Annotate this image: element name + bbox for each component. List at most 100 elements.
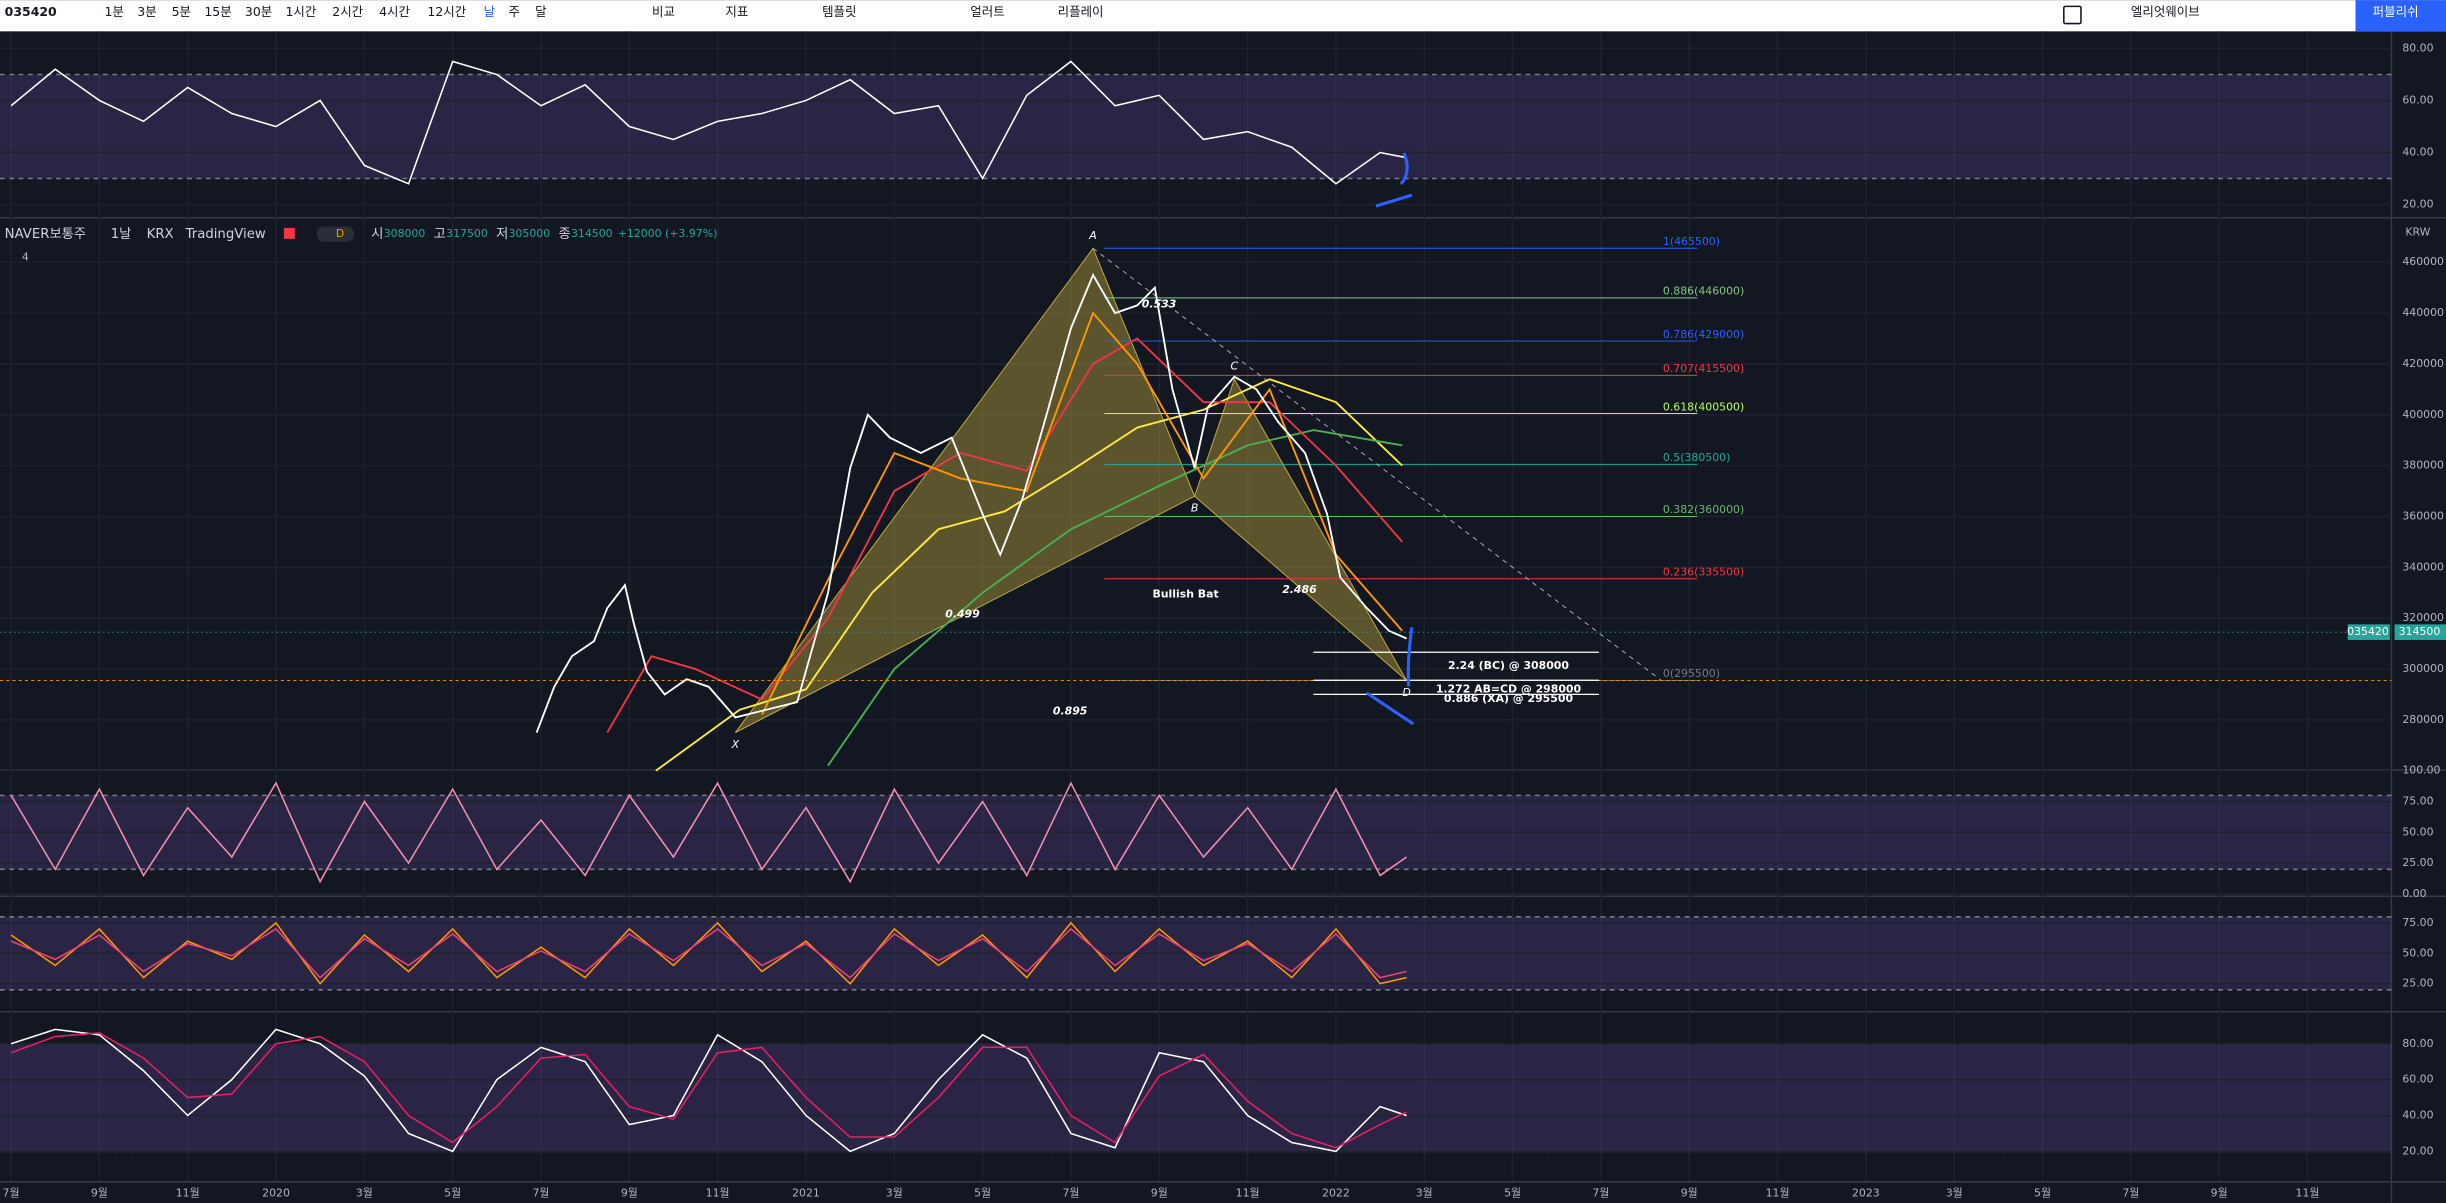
- price-tag: [2394, 624, 2446, 640]
- interval[interactable]: 3분: [137, 4, 156, 19]
- x-tick-label: 11월: [176, 1187, 200, 1200]
- interval[interactable]: 4시간: [379, 4, 410, 19]
- x-tick-label: 5월: [444, 1187, 461, 1200]
- x-tick-label: 5월: [2034, 1187, 2051, 1200]
- ohlc-label: 저: [496, 226, 508, 242]
- y-tick-label: 20.00: [2402, 1144, 2433, 1157]
- x-tick-label: 11월: [1236, 1187, 1260, 1200]
- fib-label: 0(295500): [1663, 667, 1720, 680]
- checkbox[interactable]: [2063, 5, 2082, 25]
- ohlc-value: 305000: [509, 227, 551, 240]
- ratio-label: 0.895: [1053, 704, 1088, 717]
- toolbar-button[interactable]: 얼러트: [970, 4, 1004, 19]
- pattern-triangle: [1194, 378, 1408, 681]
- ohlc-value: 308000: [384, 227, 426, 240]
- currency[interactable]: KRW: [2405, 226, 2430, 239]
- y-tick-label: 420000: [2402, 357, 2444, 370]
- pattern-point: D: [1402, 686, 1410, 699]
- indicator-count[interactable]: 4: [22, 251, 29, 264]
- target-label: 1.272 AB=CD @ 298000: [1436, 683, 1582, 696]
- symbol-tag-label: 035420: [2347, 625, 2389, 638]
- plot-layer: [0, 60, 2392, 1153]
- pattern-point: X: [731, 738, 740, 751]
- publish[interactable]: 퍼블리쉬: [2373, 4, 2419, 19]
- moving-average: [655, 378, 1403, 772]
- moving-average: [761, 311, 1403, 716]
- x-tick-label: 11월: [1766, 1187, 1790, 1200]
- price-tag-label: 314500: [2399, 625, 2441, 638]
- toolbar-button[interactable]: 템플릿: [822, 4, 856, 19]
- fib-label: 0.886(446000): [1663, 285, 1744, 298]
- y-tick-label: 460000: [2402, 255, 2444, 268]
- legend-interval: 1날: [111, 226, 132, 242]
- oscillator-line: [10, 927, 1407, 979]
- fib-label: 0.382(360000): [1663, 503, 1744, 516]
- y-tick-label: 80.00: [2402, 1037, 2433, 1050]
- interval[interactable]: 12시간: [427, 4, 466, 19]
- publish-button-bg[interactable]: [2355, 0, 2446, 32]
- legend-source: TradingView: [185, 227, 266, 242]
- pattern-title: Bullish Bat: [1152, 587, 1218, 600]
- symbol[interactable]: 035420: [5, 4, 57, 19]
- interval[interactable]: 달: [535, 4, 547, 19]
- interval[interactable]: 5분: [172, 4, 191, 19]
- y-tick-label: 280000: [2402, 713, 2444, 726]
- y-tick-label: 75.00: [2402, 916, 2433, 929]
- badge-bg: [316, 226, 355, 242]
- y-tick-label: 60.00: [2402, 93, 2433, 106]
- interval[interactable]: 주: [509, 4, 520, 19]
- elliott-wave[interactable]: 엘리엇웨이브: [2131, 4, 2200, 19]
- ohlc-label: 고: [434, 227, 446, 242]
- interval[interactable]: 1분: [105, 4, 124, 19]
- pattern-point: C: [1231, 360, 1239, 373]
- toolbar-button[interactable]: 비교: [652, 4, 675, 19]
- price-line: [535, 272, 1407, 733]
- x-tick-label: 9월: [2211, 1187, 2228, 1200]
- y-tick-label: 400000: [2402, 408, 2444, 421]
- x-tick-label: 9월: [621, 1187, 638, 1200]
- toolbar: [0, 0, 2446, 32]
- y-tick-label: 50.00: [2402, 825, 2433, 838]
- y-tick-label: 0.00: [2402, 887, 2426, 900]
- oscillator-line: [10, 1028, 1407, 1153]
- y-tick-label: 50.00: [2402, 946, 2433, 959]
- pattern-point: A: [1088, 229, 1096, 242]
- y-tick-label: 20.00: [2402, 197, 2433, 210]
- x-tick-label: 11월: [706, 1187, 730, 1200]
- x-tick-label: 11월: [2296, 1187, 2320, 1200]
- x-tick-label: 9월: [1681, 1187, 1698, 1200]
- y-tick-label: 25.00: [2402, 856, 2433, 869]
- x-tick-label: 2022: [1322, 1187, 1350, 1200]
- x-tick-label: 9월: [1151, 1187, 1168, 1200]
- interval[interactable]: 2시간: [332, 4, 363, 19]
- y-tick-label: 320000: [2402, 611, 2444, 624]
- legend-exchange: KRX: [147, 227, 174, 242]
- flag: [283, 227, 295, 239]
- interval[interactable]: 날: [484, 4, 496, 19]
- oscillator-line: [10, 60, 1407, 185]
- pattern-point: B: [1191, 502, 1198, 515]
- x-tick-label: 7월: [1062, 1187, 1079, 1200]
- fib-label: 0.786(429000): [1663, 328, 1744, 341]
- x-tick-label: 2021: [792, 1187, 820, 1200]
- target-label: 2.24 (BC) @ 308000: [1448, 659, 1569, 672]
- moving-average: [606, 337, 1403, 734]
- drawing-stroke: [1365, 627, 1415, 726]
- level-band: [0, 74, 2392, 179]
- grid: [0, 31, 2392, 1182]
- trend-line: [1092, 247, 1662, 681]
- toolbar-button[interactable]: 리플레이: [1058, 4, 1104, 19]
- pattern-triangle: [734, 247, 1196, 733]
- interval[interactable]: 30분: [245, 4, 272, 19]
- fib-label: 0.707(415500): [1663, 362, 1744, 375]
- ohlc-label: 시: [371, 227, 383, 242]
- y-tick-label: 340000: [2402, 560, 2444, 573]
- toolbar-button[interactable]: 지표: [725, 4, 748, 19]
- x-tick-label: 5월: [974, 1187, 991, 1200]
- fib-label: 1(465500): [1663, 235, 1720, 248]
- oscillator-line: [10, 781, 1408, 884]
- interval[interactable]: 1시간: [285, 4, 316, 19]
- ratio-label: 2.486: [1282, 583, 1317, 596]
- interval[interactable]: 15분: [204, 4, 231, 19]
